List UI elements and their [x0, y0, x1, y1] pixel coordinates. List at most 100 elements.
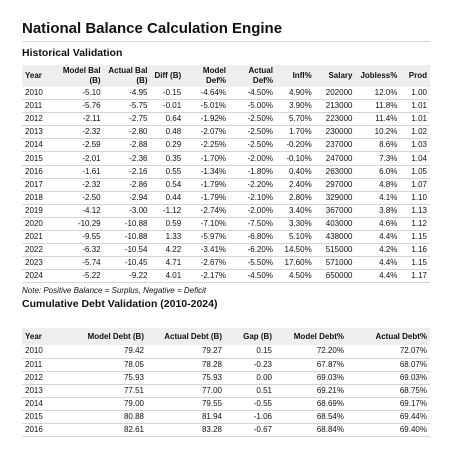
table-cell: -4.50% — [229, 87, 276, 101]
table-cell: 1.12 — [400, 217, 430, 232]
table-cell: 2015 — [22, 151, 59, 166]
table-cell: 2.80% — [275, 191, 315, 205]
table-cell: 4.4% — [355, 269, 401, 284]
table-cell: 213000 — [314, 99, 356, 114]
table-cell: 2011 — [22, 99, 59, 114]
table-cell: 2018 — [22, 191, 59, 205]
table-cell: 69.40% — [347, 423, 430, 438]
table-cell: -2.10% — [229, 191, 276, 205]
table-row: 2010 -5.10 -4.95 -0.15 -4.64% -4.50% 4.90% 2020… — [22, 87, 430, 101]
table-cell: -2.75 — [103, 112, 151, 127]
table-cell: 1.33 — [150, 230, 185, 245]
table-cell: 247000 — [314, 151, 356, 166]
table-cell: -2.94 — [103, 191, 151, 205]
table-cell: -10.88 — [103, 230, 151, 245]
table-cell: 10.2% — [355, 125, 401, 140]
table-cell: -4.12 — [58, 204, 104, 218]
table-cell: 202000 — [314, 87, 356, 101]
column-header: Actual Debt (B) — [147, 328, 225, 346]
table-cell: 11.4% — [355, 112, 401, 127]
table-cell: -5.22 — [58, 269, 104, 284]
column-header: Model Def% — [184, 65, 230, 87]
table-cell: 2.40% — [275, 178, 315, 192]
table-cell: 2010 — [22, 87, 59, 101]
table-cell: -3.00 — [103, 204, 151, 218]
table-cell: -2.50% — [229, 138, 276, 153]
table-cell: 17.60% — [275, 256, 315, 271]
table-cell: 4.71 — [150, 256, 185, 271]
table-cell: 5.70% — [275, 112, 315, 127]
debt-header-row: Year Model Debt (B) Actual Debt (B) Gap (B)… — [22, 328, 430, 346]
table-cell: -2.01 — [58, 151, 104, 166]
table-cell: -10.88 — [103, 217, 151, 232]
table-cell: -1.80% — [229, 165, 276, 179]
table-cell: -2.16 — [103, 165, 151, 179]
table-cell: 1.70% — [275, 125, 315, 140]
table-cell: -2.20% — [229, 178, 276, 192]
table-cell: -2.32 — [58, 178, 104, 192]
table-cell: 77.00 — [147, 384, 225, 398]
column-header: Jobless% — [355, 65, 401, 87]
table-cell: 1.03 — [400, 138, 430, 153]
table-cell: 3.30% — [275, 217, 315, 232]
table-cell: 69.03% — [347, 371, 430, 385]
table-cell: -1.92% — [184, 112, 230, 127]
table-cell: -10.45 — [103, 256, 151, 271]
table-cell: -2.36 — [103, 151, 151, 166]
table-cell: 81.94 — [147, 410, 225, 424]
table-cell: -2.50% — [229, 112, 276, 127]
title-divider — [22, 41, 430, 42]
historical-header-row: Year Model Bal (B) Actual Bal (B) Diff (B) M… — [22, 65, 430, 87]
column-header: Diff (B) — [150, 65, 185, 87]
table-row: 2010 79.42 79.27 0.15 72.20% 72.07% — [22, 345, 430, 359]
table-cell: 80.88 — [62, 410, 147, 424]
table-cell: 2012 — [22, 112, 59, 127]
table-cell: 12.0% — [355, 87, 401, 101]
table-cell: 2010 — [22, 345, 62, 359]
table-cell: -7.50% — [229, 217, 276, 232]
table-cell: -6.20% — [229, 243, 276, 258]
table-cell: 230000 — [314, 125, 356, 140]
table-cell: -10.54 — [103, 243, 151, 258]
table-cell: 438000 — [314, 230, 356, 245]
table-cell: 14.50% — [275, 243, 315, 258]
table-cell: 68.54% — [275, 410, 347, 424]
table-cell: -5.01% — [184, 99, 230, 114]
table-cell: 0.44 — [150, 191, 185, 205]
table-cell: 1.05 — [400, 165, 430, 179]
table-row: 2015 -2.01 -2.36 0.35 -1.70% -2.00% -0.10% 2470… — [22, 151, 430, 166]
column-header: Infl% — [275, 65, 315, 87]
table-cell: 1.02 — [400, 125, 430, 140]
table-cell: 2017 — [22, 178, 59, 192]
table-cell: -1.12 — [150, 204, 185, 218]
table-cell: -2.86 — [103, 178, 151, 192]
table-cell: 79.27 — [147, 345, 225, 359]
table-cell: 67.87% — [275, 358, 347, 372]
table-cell: -1.79% — [184, 191, 230, 205]
table-cell: -5.50% — [229, 256, 276, 271]
table-cell: -5.74 — [58, 256, 104, 271]
table-cell: 2020 — [22, 217, 59, 232]
table-cell: 1.16 — [400, 243, 430, 258]
table-cell: 72.20% — [275, 345, 347, 359]
table-cell: 79.55 — [147, 397, 225, 411]
table-cell: -2.59 — [58, 138, 104, 153]
table-cell: -0.20% — [275, 138, 315, 153]
table-row: 2011 -5.76 -5.75 -0.01 -5.01% -5.00% 3.90% 2130… — [22, 99, 430, 114]
table-cell: -4.64% — [184, 87, 230, 101]
table-cell: -5.76 — [58, 99, 104, 114]
table-cell: 68.07% — [347, 358, 430, 372]
table-cell: 8.6% — [355, 138, 401, 153]
column-header: Salary — [314, 65, 356, 87]
debt-table: Year Model Debt (B) Actual Debt (B) Gap (B)… — [22, 328, 430, 438]
table-row: 2019 -4.12 -3.00 -1.12 -2.74% -2.00% 3.40% 3670… — [22, 204, 430, 218]
table-cell: 1.13 — [400, 204, 430, 218]
table-cell: 2011 — [22, 358, 62, 372]
table-cell: -1.70% — [184, 151, 230, 166]
table-cell: 79.42 — [62, 345, 147, 359]
table-cell: -9.22 — [103, 269, 151, 284]
table-cell: 68.75% — [347, 384, 430, 398]
table-cell: 0.55 — [150, 165, 185, 179]
table-cell: -0.10% — [275, 151, 315, 166]
